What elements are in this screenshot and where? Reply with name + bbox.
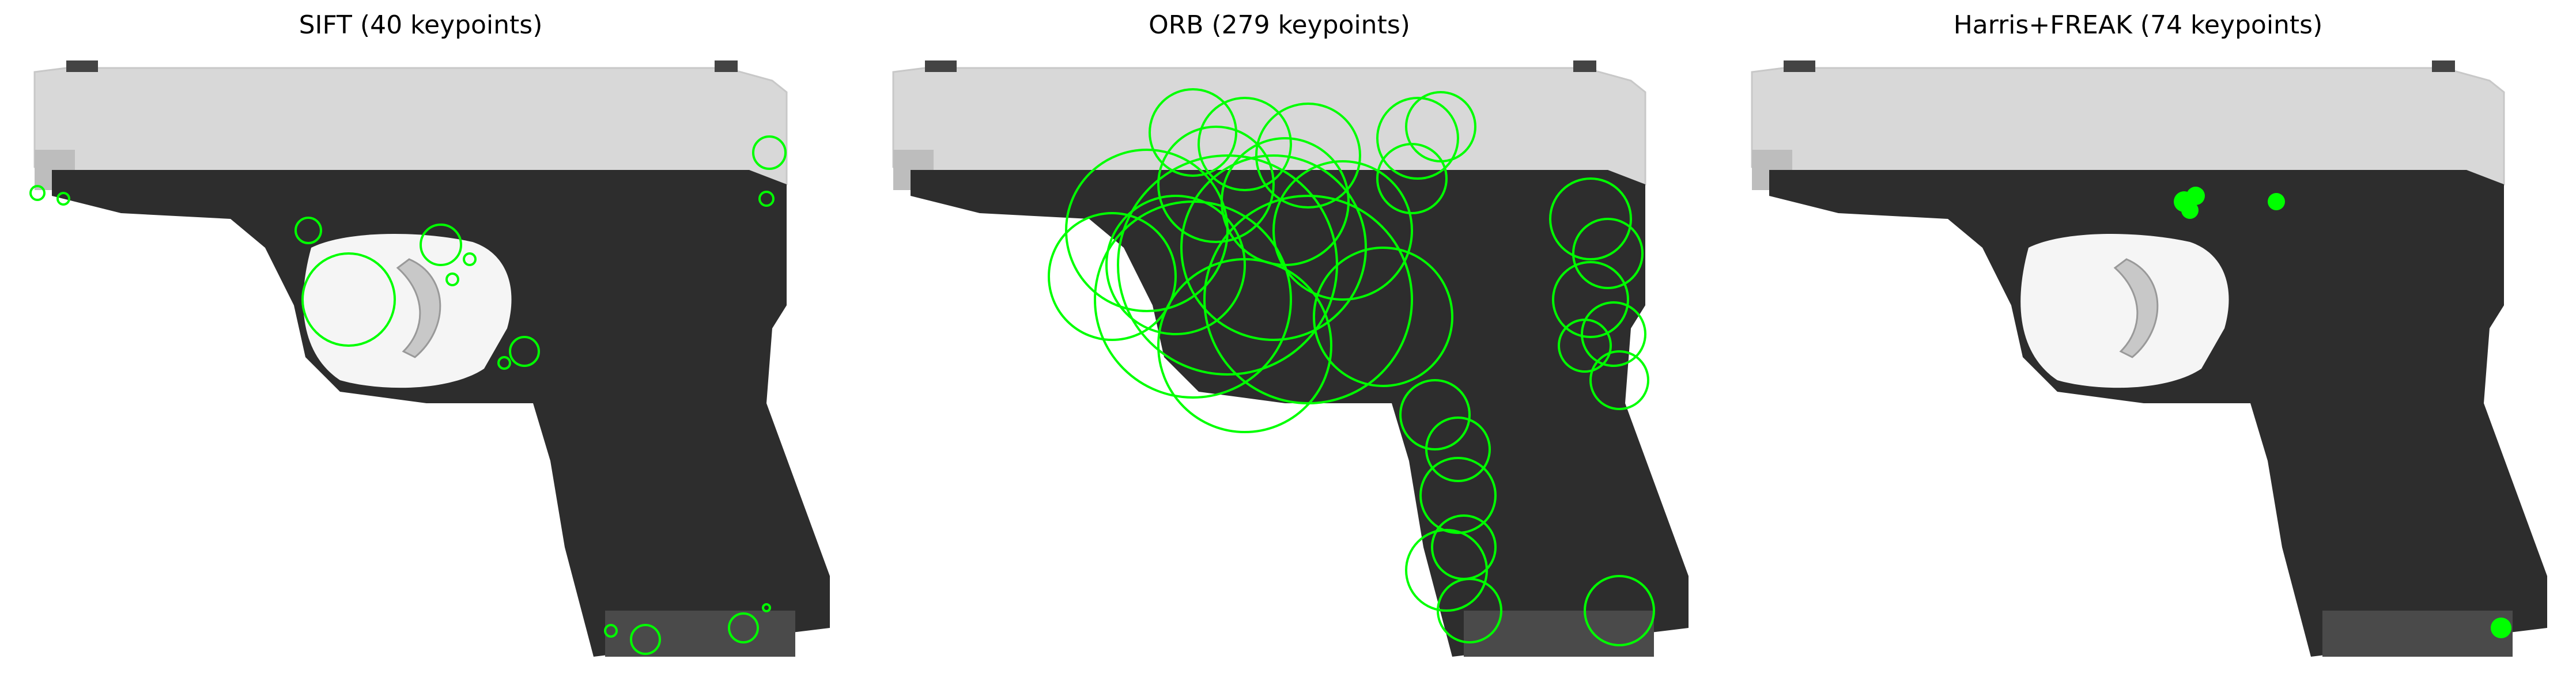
keypoints-harris-freak (2174, 187, 2511, 638)
keypoint (758, 191, 775, 207)
keypoint (1581, 301, 1646, 367)
panel-harris-freak: Harris+FREAK (74 keypoints) (1729, 0, 2547, 693)
panel-sift: SIFT (40 keypoints) (12, 0, 830, 693)
keypoint (1048, 212, 1177, 341)
panel-title-orb: ORB (279 keypoints) (1149, 10, 1410, 40)
keypoint (1157, 126, 1275, 243)
keypoint (1180, 154, 1367, 341)
keypoints-sift (29, 135, 787, 655)
keypoint (1399, 379, 1471, 450)
keypoint (1198, 97, 1292, 191)
pistol-image-sift (29, 60, 830, 657)
keypoint (1094, 200, 1292, 399)
keypoint (1549, 177, 1632, 260)
keypoint (1419, 457, 1497, 534)
keypoint (1313, 247, 1453, 387)
keypoint (1405, 529, 1488, 612)
keypoint (604, 624, 618, 638)
pistol-illustration (1751, 60, 2547, 657)
keypoint (1255, 103, 1361, 209)
pistol-illustration (33, 60, 830, 657)
keypoint (752, 135, 787, 170)
keypoint (1572, 218, 1644, 289)
keypoint (29, 185, 46, 201)
panel-orb: ORB (279 keypoints) (870, 0, 1689, 693)
keypoint (56, 192, 70, 206)
pistol-image-orb (892, 60, 1689, 657)
keypoint (1376, 143, 1448, 214)
panel-title-sift: SIFT (40 keypoints) (299, 10, 543, 40)
keypoint (1552, 261, 1629, 338)
keypoint (1425, 416, 1491, 482)
keypoint (497, 356, 511, 370)
keypoint (294, 217, 322, 244)
keypoint (1376, 97, 1459, 180)
keypoint (2186, 187, 2205, 205)
keypoint (762, 603, 771, 612)
keypoint (1149, 88, 1237, 177)
keypoint (509, 336, 540, 367)
keypoint (1272, 160, 1413, 301)
keypoint (301, 252, 396, 347)
keypoint (2491, 618, 2511, 638)
keypoint (1558, 319, 1612, 373)
keypoint (1584, 575, 1655, 646)
panel-title-harris-freak: Harris+FREAK (74 keypoints) (1953, 10, 2323, 40)
keypoint (728, 612, 759, 643)
keypoint (2268, 193, 2285, 210)
keypoint (1221, 137, 1350, 266)
keypoint (630, 624, 661, 655)
keypoint (445, 272, 459, 286)
keypoint (463, 252, 477, 266)
keypoint (1437, 578, 1502, 643)
keypoint (2181, 202, 2199, 219)
keypoint (1589, 350, 1649, 410)
keypoint (1105, 195, 1246, 335)
pistol-image-harris-freak (1751, 60, 2547, 657)
keypoint (420, 224, 462, 266)
keypoints-orb (1048, 88, 1655, 646)
